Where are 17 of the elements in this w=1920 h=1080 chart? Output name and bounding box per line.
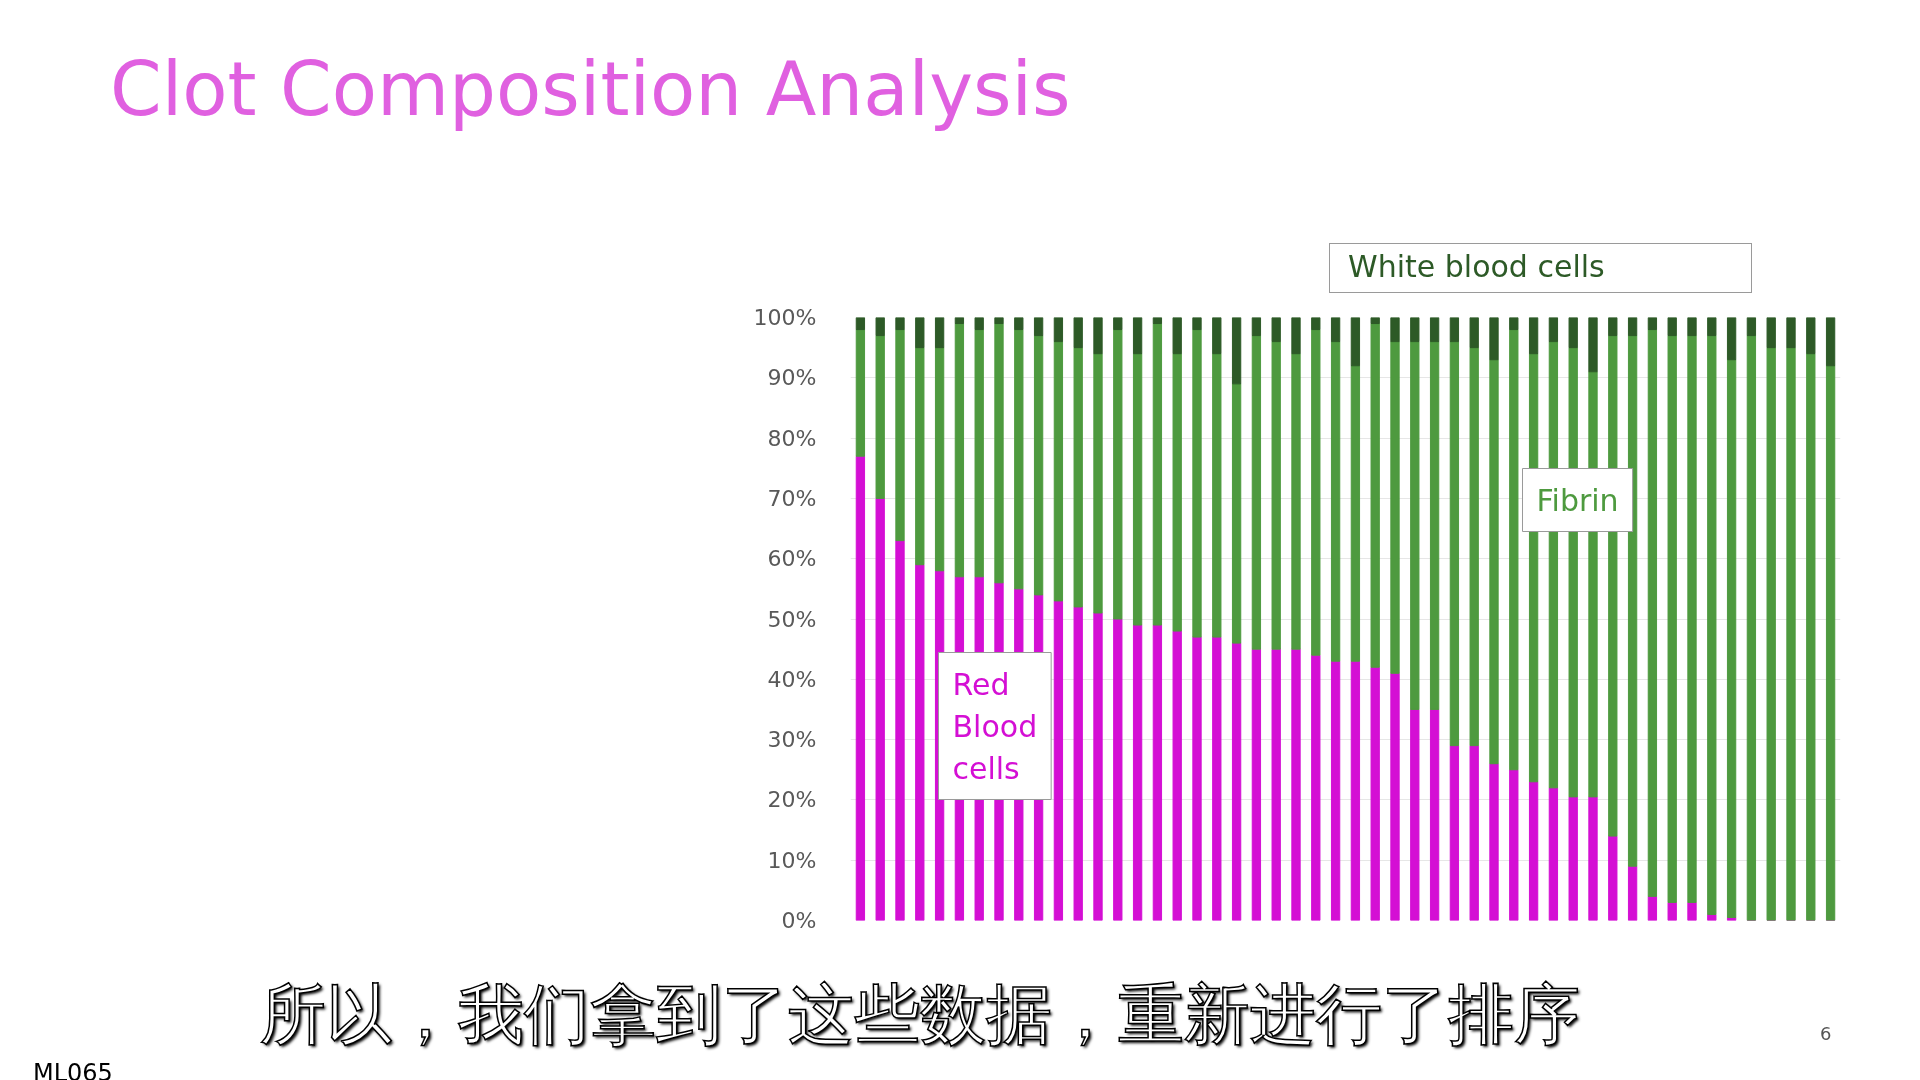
y-tick-label: 80% — [767, 425, 817, 451]
y-tick-label: 10% — [767, 847, 817, 873]
y-tick-label: 30% — [767, 727, 817, 753]
text: 所以，我们拿到了这些数据，重新进行了排序 — [260, 975, 1580, 1055]
series-label: White blood cells — [1348, 248, 1605, 286]
text: 6 — [1820, 1023, 1832, 1045]
y-tick-label: 70% — [767, 485, 817, 511]
y-tick-label: 100% — [753, 305, 817, 330]
y-tick-label: 40% — [767, 666, 817, 692]
chart-title: Clot Composition Analysis — [110, 45, 1071, 134]
series-label: Fibrin — [1536, 482, 1619, 518]
y-tick-label: 50% — [767, 606, 817, 632]
y-tick-label: 60% — [767, 546, 817, 572]
y-tick-label: 90% — [767, 365, 817, 391]
y-tick-label: 0% — [781, 908, 817, 933]
y-tick-label: 20% — [767, 787, 817, 813]
series-label: Red Blood cells — [952, 666, 1038, 786]
